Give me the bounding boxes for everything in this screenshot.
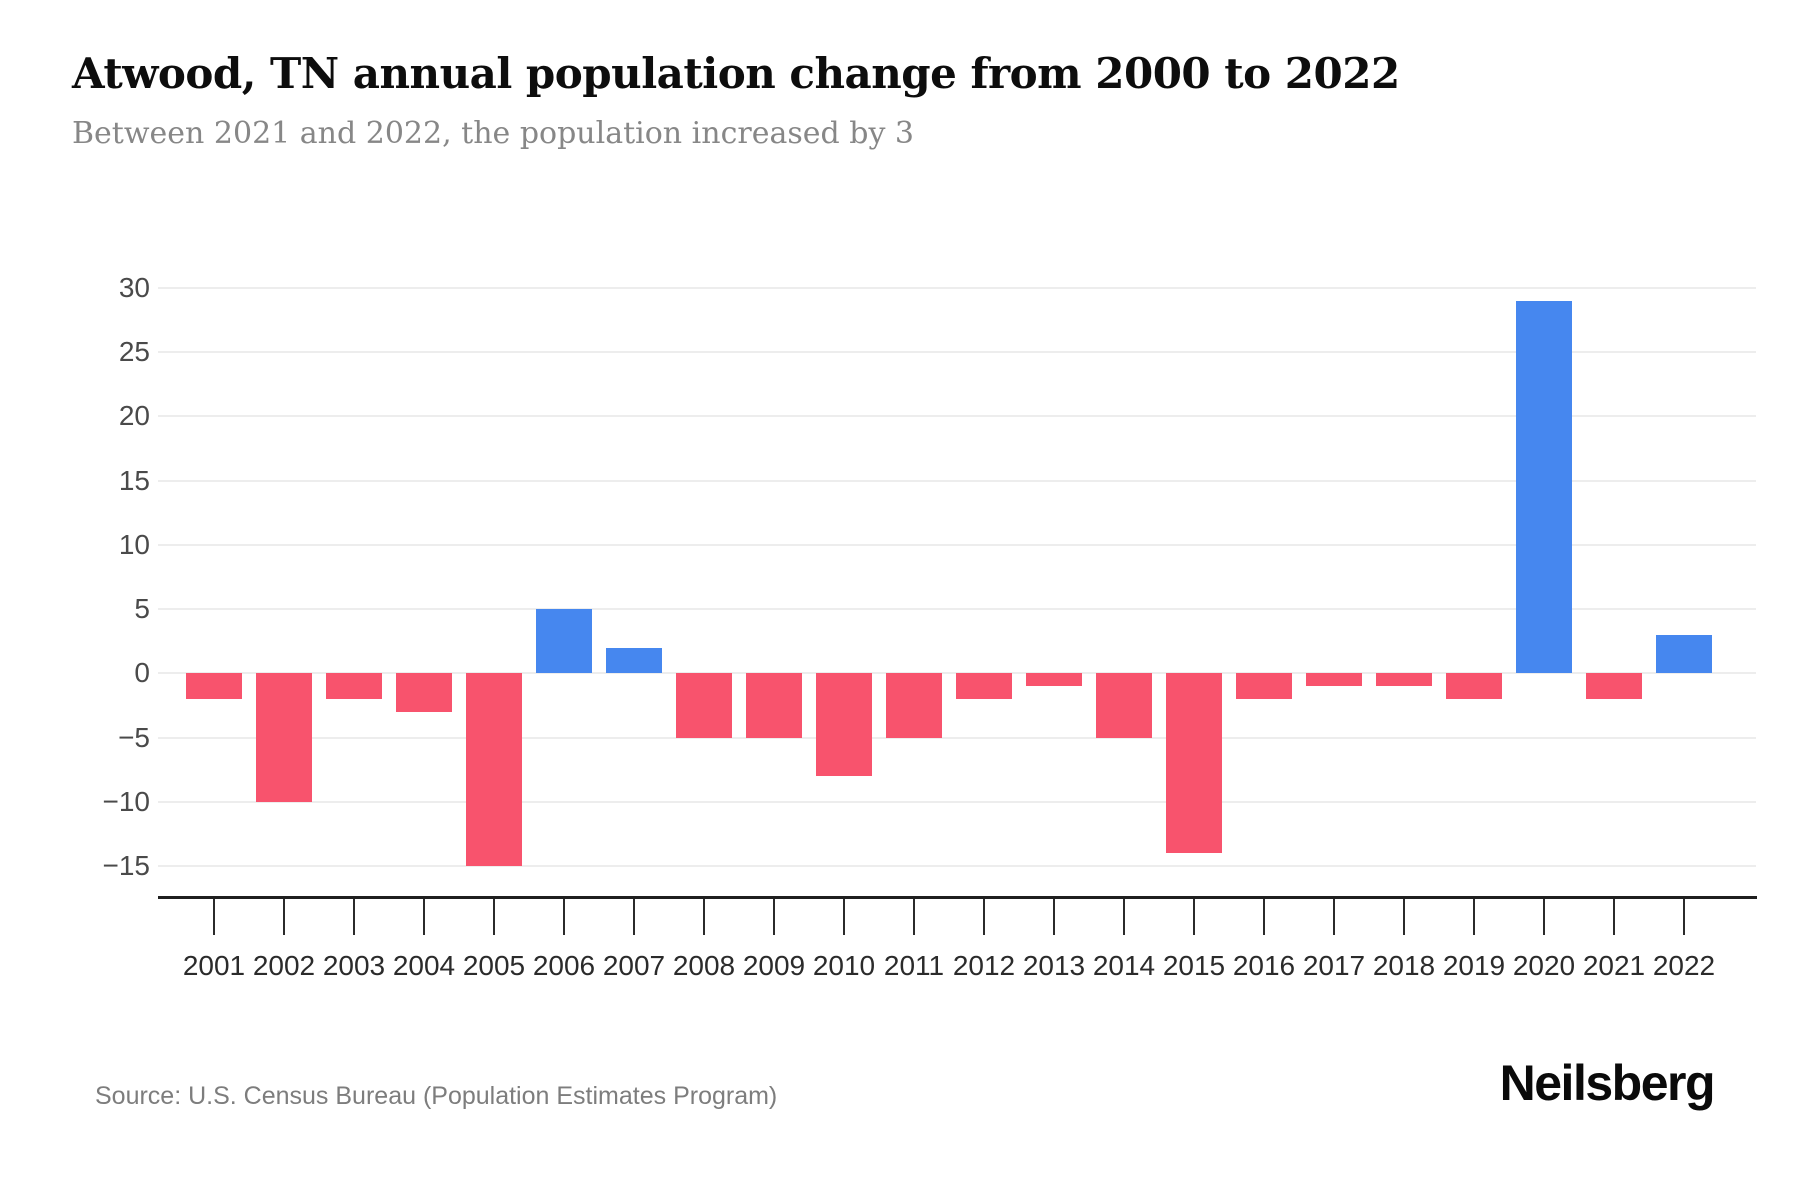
bar-2005 <box>466 673 522 866</box>
y-axis-tick-label: 30 <box>118 272 150 303</box>
page-title: Atwood, TN annual population change from… <box>72 49 1400 98</box>
bar-2013 <box>1026 673 1082 687</box>
gridline-y--10 <box>158 800 1756 803</box>
y-axis-tick-label: 15 <box>118 464 150 496</box>
brand-logo: Neilsberg <box>1499 1055 1716 1111</box>
gridline-y-20 <box>158 415 1756 418</box>
x-axis-label-2007: 2007 <box>602 950 666 981</box>
bar-2011 <box>886 673 942 738</box>
bar-2001 <box>186 673 242 700</box>
gridline-y-15 <box>158 479 1756 482</box>
x-axis-tick <box>493 899 495 935</box>
x-axis-label-2015: 2015 <box>1162 950 1226 981</box>
bar-2014 <box>1096 673 1152 738</box>
x-axis-label-2006: 2006 <box>532 950 596 981</box>
x-axis-label-2002: 2002 <box>252 950 316 981</box>
bar-2020 <box>1516 300 1572 674</box>
x-axis-label-2010: 2010 <box>812 950 876 981</box>
bar-2009 <box>746 673 802 738</box>
x-axis-tick <box>353 899 355 935</box>
y-axis-tick-label: 20 <box>118 400 150 432</box>
x-axis-tick <box>983 899 985 935</box>
gridline-y-10 <box>158 543 1756 546</box>
x-axis-tick <box>1123 899 1125 935</box>
x-axis-tick <box>283 899 285 935</box>
gridline-y-25 <box>158 351 1756 354</box>
x-axis-tick <box>843 899 845 935</box>
x-axis-tick <box>1263 899 1265 935</box>
x-axis-tick <box>1543 899 1545 935</box>
bar-2021 <box>1586 673 1642 700</box>
x-axis-tick <box>1473 899 1475 935</box>
x-axis-tick <box>213 899 215 935</box>
bar-2008 <box>676 673 732 738</box>
x-axis-label-2008: 2008 <box>672 950 736 981</box>
gridline-y-30 <box>158 287 1756 289</box>
x-axis-label-2001: 2001 <box>182 950 246 981</box>
bar-2012 <box>956 673 1012 700</box>
x-axis-tick <box>773 899 775 935</box>
bar-2017 <box>1306 673 1362 687</box>
x-axis-line <box>158 896 1757 899</box>
x-axis-tick <box>423 899 425 935</box>
y-axis-tick-label: 25 <box>118 336 150 368</box>
x-axis-tick <box>1333 899 1335 935</box>
bar-2016 <box>1236 673 1292 700</box>
y-axis-tick-label: −15 <box>102 850 151 881</box>
x-axis-label-2003: 2003 <box>322 950 386 981</box>
gridline-y--5 <box>158 736 1756 739</box>
bar-2006 <box>536 609 592 674</box>
x-axis-label-2014: 2014 <box>1092 950 1156 981</box>
x-axis-label-2017: 2017 <box>1302 950 1366 981</box>
bar-2007 <box>606 647 662 674</box>
y-axis-tick-label: 5 <box>134 593 150 625</box>
x-axis-tick <box>563 899 565 935</box>
x-axis-label-2019: 2019 <box>1442 950 1506 981</box>
x-axis-label-2004: 2004 <box>392 950 456 981</box>
x-axis-label-2013: 2013 <box>1022 950 1086 981</box>
x-axis-tick <box>1053 899 1055 935</box>
y-axis-tick-label: −10 <box>102 785 151 817</box>
x-axis-tick <box>1193 899 1195 935</box>
x-axis-label-2016: 2016 <box>1232 950 1296 981</box>
x-axis-label-2009: 2009 <box>742 950 806 981</box>
bar-2015 <box>1166 673 1222 854</box>
bar-2004 <box>396 673 452 712</box>
gridline-y-5 <box>158 608 1756 611</box>
page-subtitle: Between 2021 and 2022, the population in… <box>72 116 915 151</box>
bar-2019 <box>1446 673 1502 700</box>
x-axis-tick <box>913 899 915 935</box>
bar-2002 <box>256 673 312 802</box>
x-axis-label-2022: 2022 <box>1652 950 1716 981</box>
bar-2010 <box>816 673 872 777</box>
x-axis-label-2005: 2005 <box>462 950 526 981</box>
x-axis-tick <box>703 899 705 935</box>
bar-2018 <box>1376 673 1432 687</box>
x-axis-tick <box>1683 899 1685 935</box>
gridline-y--15 <box>158 865 1756 867</box>
bar-2003 <box>326 673 382 700</box>
y-axis-tick-label: 0 <box>134 657 150 689</box>
bar-2022 <box>1656 634 1712 674</box>
y-axis-tick-label: −5 <box>118 721 150 753</box>
x-axis-label-2020: 2020 <box>1512 950 1576 981</box>
y-axis-tick-label: 10 <box>118 528 150 560</box>
x-axis-tick <box>633 899 635 935</box>
x-axis-tick <box>1403 899 1405 935</box>
x-axis-label-2012: 2012 <box>952 950 1016 981</box>
x-axis-label-2018: 2018 <box>1372 950 1436 981</box>
x-axis-tick <box>1613 899 1615 935</box>
x-axis-label-2021: 2021 <box>1582 950 1646 981</box>
x-axis-label-2011: 2011 <box>883 950 945 981</box>
source-note: Source: U.S. Census Bureau (Population E… <box>95 1082 778 1110</box>
